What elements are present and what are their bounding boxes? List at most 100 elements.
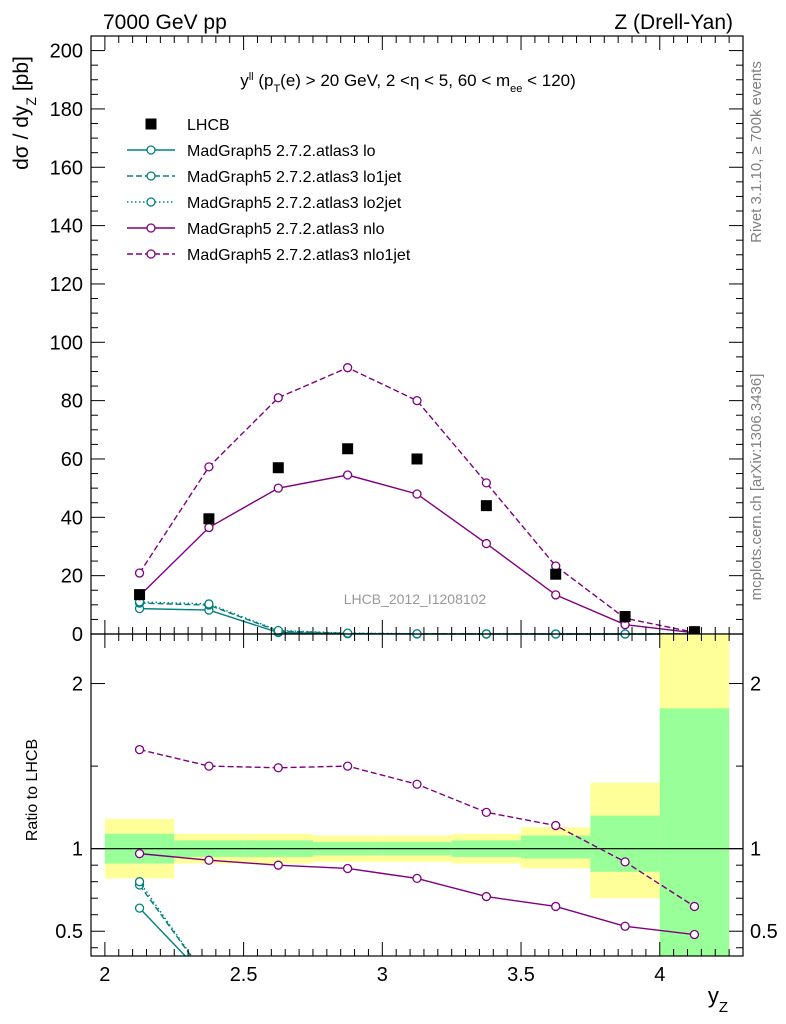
main-s3-point-2 <box>273 625 283 636</box>
header-right: Z (Drell-Yan) <box>614 11 733 34</box>
legend-marker-lhcb <box>145 118 157 130</box>
ratio-s2-point-1 <box>205 977 213 985</box>
legend-marker-1 <box>146 145 156 155</box>
lhcb-data-point-0 <box>134 589 146 601</box>
lhcb-data-point-4 <box>411 453 423 465</box>
ratio-s4-point-2 <box>273 763 283 773</box>
ratio-s3-point-2 <box>273 860 283 870</box>
legend-marker-2 <box>146 171 156 181</box>
lhcb-data-point-6 <box>550 568 562 580</box>
main-s3-point-3 <box>342 628 353 638</box>
main-s4-point-6 <box>551 590 561 600</box>
ratio-s0-point-0 <box>134 903 145 913</box>
main-ytick-label-10: 200 <box>50 41 83 63</box>
ratio-s2-series <box>134 877 213 985</box>
ratio-s4-point-0 <box>134 744 145 755</box>
ratio-s2-line <box>138 881 193 956</box>
main-s5-point-3 <box>342 363 353 373</box>
band-inner-6 <box>521 835 591 859</box>
main-s4-series <box>134 470 700 638</box>
ratio-ytick-label-0: 0.5 <box>55 921 83 943</box>
ratio-s3-point-8 <box>689 929 700 940</box>
main-ytick-label-1: 20 <box>61 566 83 588</box>
lhcb-data-point-2 <box>272 462 284 474</box>
cut-label: yll (pT(e) > 20 GeV, 2 <η < 5, 60 < mee … <box>240 71 576 95</box>
x-axis-label: yZ <box>708 983 728 1016</box>
main-ytick-label-5: 100 <box>50 332 83 354</box>
ratio-s3-point-7 <box>620 921 630 931</box>
watermark: LHCB_2012_I1208102 <box>344 591 487 607</box>
ratio-s3-point-1 <box>204 855 214 865</box>
main-s4-point-5 <box>481 538 492 549</box>
ratio-ytick-label-right-1: 1 <box>750 839 761 861</box>
side-label-rivet: Rivet 3.1.10, ≥ 700k events <box>748 61 765 243</box>
header-left: 7000 GeV pp <box>103 11 227 34</box>
ratio-s3-point-4 <box>412 873 422 884</box>
legend-label-0: LHCB <box>187 117 230 134</box>
main-s4-point-1 <box>204 522 214 533</box>
xtick-label-2: 3 <box>377 964 388 986</box>
ratio-frame <box>90 633 744 957</box>
lhcb-data-point-7 <box>619 610 631 622</box>
xtick-label-0: 2 <box>99 964 110 986</box>
main-ytick-label-7: 140 <box>50 216 83 238</box>
main-ytick-label-6: 120 <box>50 274 83 296</box>
legend: LHCB MadGraph5 2.7.2.atlas3 lo MadGraph5 2… <box>127 117 411 264</box>
ratio-s3-point-6 <box>551 901 561 912</box>
ratio-y-label: Ratio to LHCB <box>24 739 41 841</box>
ratio-s4-point-5 <box>481 807 492 817</box>
main-s4-point-4 <box>412 489 422 499</box>
ratio-s3-series <box>134 848 700 940</box>
ratio-s3-point-0 <box>134 848 145 859</box>
legend-label-4: MadGraph5 2.7.2.atlas3 nlo <box>187 221 385 238</box>
main-s5-point-5 <box>481 478 492 488</box>
main-s5-point-0 <box>134 568 145 578</box>
main-ytick-label-3: 60 <box>61 449 83 471</box>
ratio-s4-point-3 <box>342 761 353 771</box>
legend-label-5: MadGraph5 2.7.2.atlas3 nlo1jet <box>187 247 411 264</box>
ratio-ytick-label-2: 2 <box>72 674 83 696</box>
legend-label-2: MadGraph5 2.7.2.atlas3 lo1jet <box>187 169 402 186</box>
legend-label-3: MadGraph5 2.7.2.atlas3 lo2jet <box>187 195 402 212</box>
main-ytick-label-9: 180 <box>50 99 83 121</box>
ratio-s3-point-3 <box>342 863 353 874</box>
main-s3-point-1 <box>204 599 214 609</box>
ratio-s0-point-1 <box>205 977 213 985</box>
xtick-label-4: 4 <box>654 964 665 986</box>
main-ytick-label-8: 160 <box>50 157 83 179</box>
ratio-ytick-label-right-0: 0.5 <box>750 921 778 943</box>
legend-marker-3 <box>146 197 156 207</box>
ratio-panel: 0.5 0.5 1 1 2 2 2 2.5 3 3.5 4 <box>55 633 778 986</box>
ratio-s0-series <box>134 903 213 985</box>
legend-marker-4 <box>146 223 156 233</box>
main-ytick-label-0: 0 <box>72 624 83 646</box>
main-s4-point-3 <box>342 470 353 480</box>
ratio-s4-point-6 <box>551 820 561 831</box>
main-ytick-label-2: 40 <box>61 507 83 529</box>
xtick-label-3: 3.5 <box>507 964 535 986</box>
band-inner-8 <box>659 708 730 956</box>
ratio-s4-series <box>134 744 700 912</box>
lhcb-data-point-8 <box>688 626 700 638</box>
ratio-s4-point-8 <box>689 901 700 912</box>
main-s5-point-1 <box>204 462 214 472</box>
ratio-s4-point-1 <box>204 761 214 771</box>
main-s5-point-4 <box>412 395 422 406</box>
ratio-ytick-label-right-2: 2 <box>750 674 761 696</box>
main-y-label: dσ / dyZ [pb] <box>10 56 39 170</box>
ratio-s0-line <box>139 907 187 956</box>
lhcb-data-point-3 <box>342 443 354 455</box>
ratio-s4-point-4 <box>412 779 422 789</box>
lhcb-data-point-5 <box>480 500 492 512</box>
main-s5-point-2 <box>273 393 283 403</box>
ratio-s1-point-1 <box>205 977 213 985</box>
ratio-s2-point-0 <box>134 877 145 887</box>
ratio-ytick-label-1: 1 <box>72 839 83 861</box>
main-s4-point-2 <box>273 483 283 493</box>
main-ytick-label-4: 80 <box>61 391 83 413</box>
legend-label-1: MadGraph5 2.7.2.atlas3 lo <box>187 143 376 160</box>
ratio-s3-point-5 <box>481 891 492 902</box>
ratio-s4-point-7 <box>620 857 630 867</box>
xtick-label-1: 2.5 <box>230 964 258 986</box>
